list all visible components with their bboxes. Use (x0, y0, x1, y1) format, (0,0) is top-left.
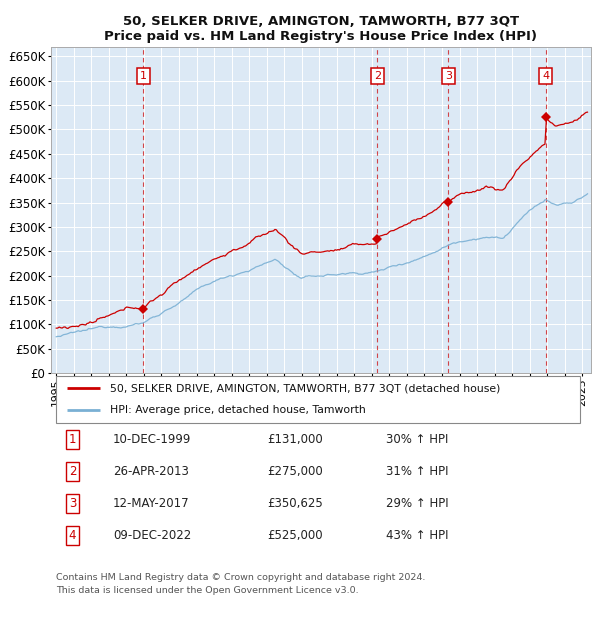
FancyBboxPatch shape (56, 376, 580, 423)
Text: £525,000: £525,000 (267, 529, 323, 542)
Text: 30% ↑ HPI: 30% ↑ HPI (386, 433, 448, 446)
Text: 4: 4 (542, 71, 550, 81)
Title: 50, SELKER DRIVE, AMINGTON, TAMWORTH, B77 3QT
Price paid vs. HM Land Registry's : 50, SELKER DRIVE, AMINGTON, TAMWORTH, B7… (104, 14, 538, 43)
Text: £275,000: £275,000 (267, 465, 323, 478)
Text: 10-DEC-1999: 10-DEC-1999 (113, 433, 191, 446)
Text: 26-APR-2013: 26-APR-2013 (113, 465, 189, 478)
Text: 3: 3 (445, 71, 452, 81)
Text: 09-DEC-2022: 09-DEC-2022 (113, 529, 191, 542)
Text: £350,625: £350,625 (267, 497, 323, 510)
Text: 29% ↑ HPI: 29% ↑ HPI (386, 497, 448, 510)
Text: 1: 1 (140, 71, 146, 81)
Text: 12-MAY-2017: 12-MAY-2017 (113, 497, 190, 510)
Text: 1: 1 (69, 433, 76, 446)
Text: HPI: Average price, detached house, Tamworth: HPI: Average price, detached house, Tamw… (110, 405, 366, 415)
Text: £131,000: £131,000 (267, 433, 323, 446)
Text: 4: 4 (69, 529, 76, 542)
Text: 50, SELKER DRIVE, AMINGTON, TAMWORTH, B77 3QT (detached house): 50, SELKER DRIVE, AMINGTON, TAMWORTH, B7… (110, 383, 501, 393)
Text: 43% ↑ HPI: 43% ↑ HPI (386, 529, 448, 542)
Text: 3: 3 (69, 497, 76, 510)
Text: 2: 2 (374, 71, 381, 81)
Text: 31% ↑ HPI: 31% ↑ HPI (386, 465, 448, 478)
Text: 2: 2 (69, 465, 76, 478)
Text: Contains HM Land Registry data © Crown copyright and database right 2024.
This d: Contains HM Land Registry data © Crown c… (56, 574, 426, 595)
